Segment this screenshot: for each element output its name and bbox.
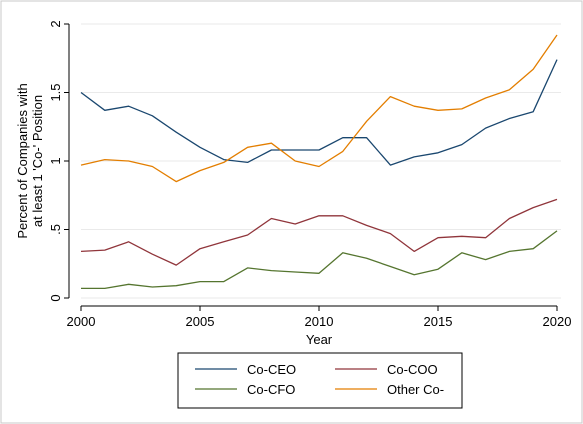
series-lines [80, 34, 558, 290]
tick-labels: 0 .5 1 1.5 2 2000 2005 2010 2015 2020 [48, 20, 571, 329]
legend-label: Co-CEO [247, 362, 296, 377]
x-tick-label: 2000 [67, 314, 96, 329]
x-tick-label: 2005 [186, 314, 215, 329]
x-axis-title: Year [306, 332, 333, 347]
series-line-co-ceo [80, 59, 558, 166]
y-tick-label: 1.5 [48, 83, 63, 101]
y-tick-label: 2 [48, 20, 63, 27]
series-line-co-coo [80, 198, 558, 266]
y-tick-label: 0 [48, 294, 63, 301]
x-tick-label: 2020 [543, 314, 572, 329]
y-tick-label: .5 [48, 224, 63, 235]
y-axis-title-line-2: at least 1 'Co-' Position [30, 95, 45, 227]
grid-lines [81, 23, 561, 299]
legend-label: Other Co- [387, 382, 444, 397]
legend-label: Co-COO [387, 362, 438, 377]
legend-box [177, 352, 463, 409]
y-axis-title-line-1: Percent of Companies with [15, 83, 30, 238]
series-line-co-cfo [81, 230, 558, 290]
series-line-other-co [80, 34, 558, 183]
legend: Co-CEO Co-COO Co-CFO Other Co- [177, 352, 463, 409]
legend-label: Co-CFO [247, 382, 295, 397]
x-tick-label: 2010 [305, 314, 334, 329]
y-tick-label: 1 [48, 157, 63, 164]
axes [64, 23, 558, 311]
x-tick-label: 2015 [424, 314, 453, 329]
